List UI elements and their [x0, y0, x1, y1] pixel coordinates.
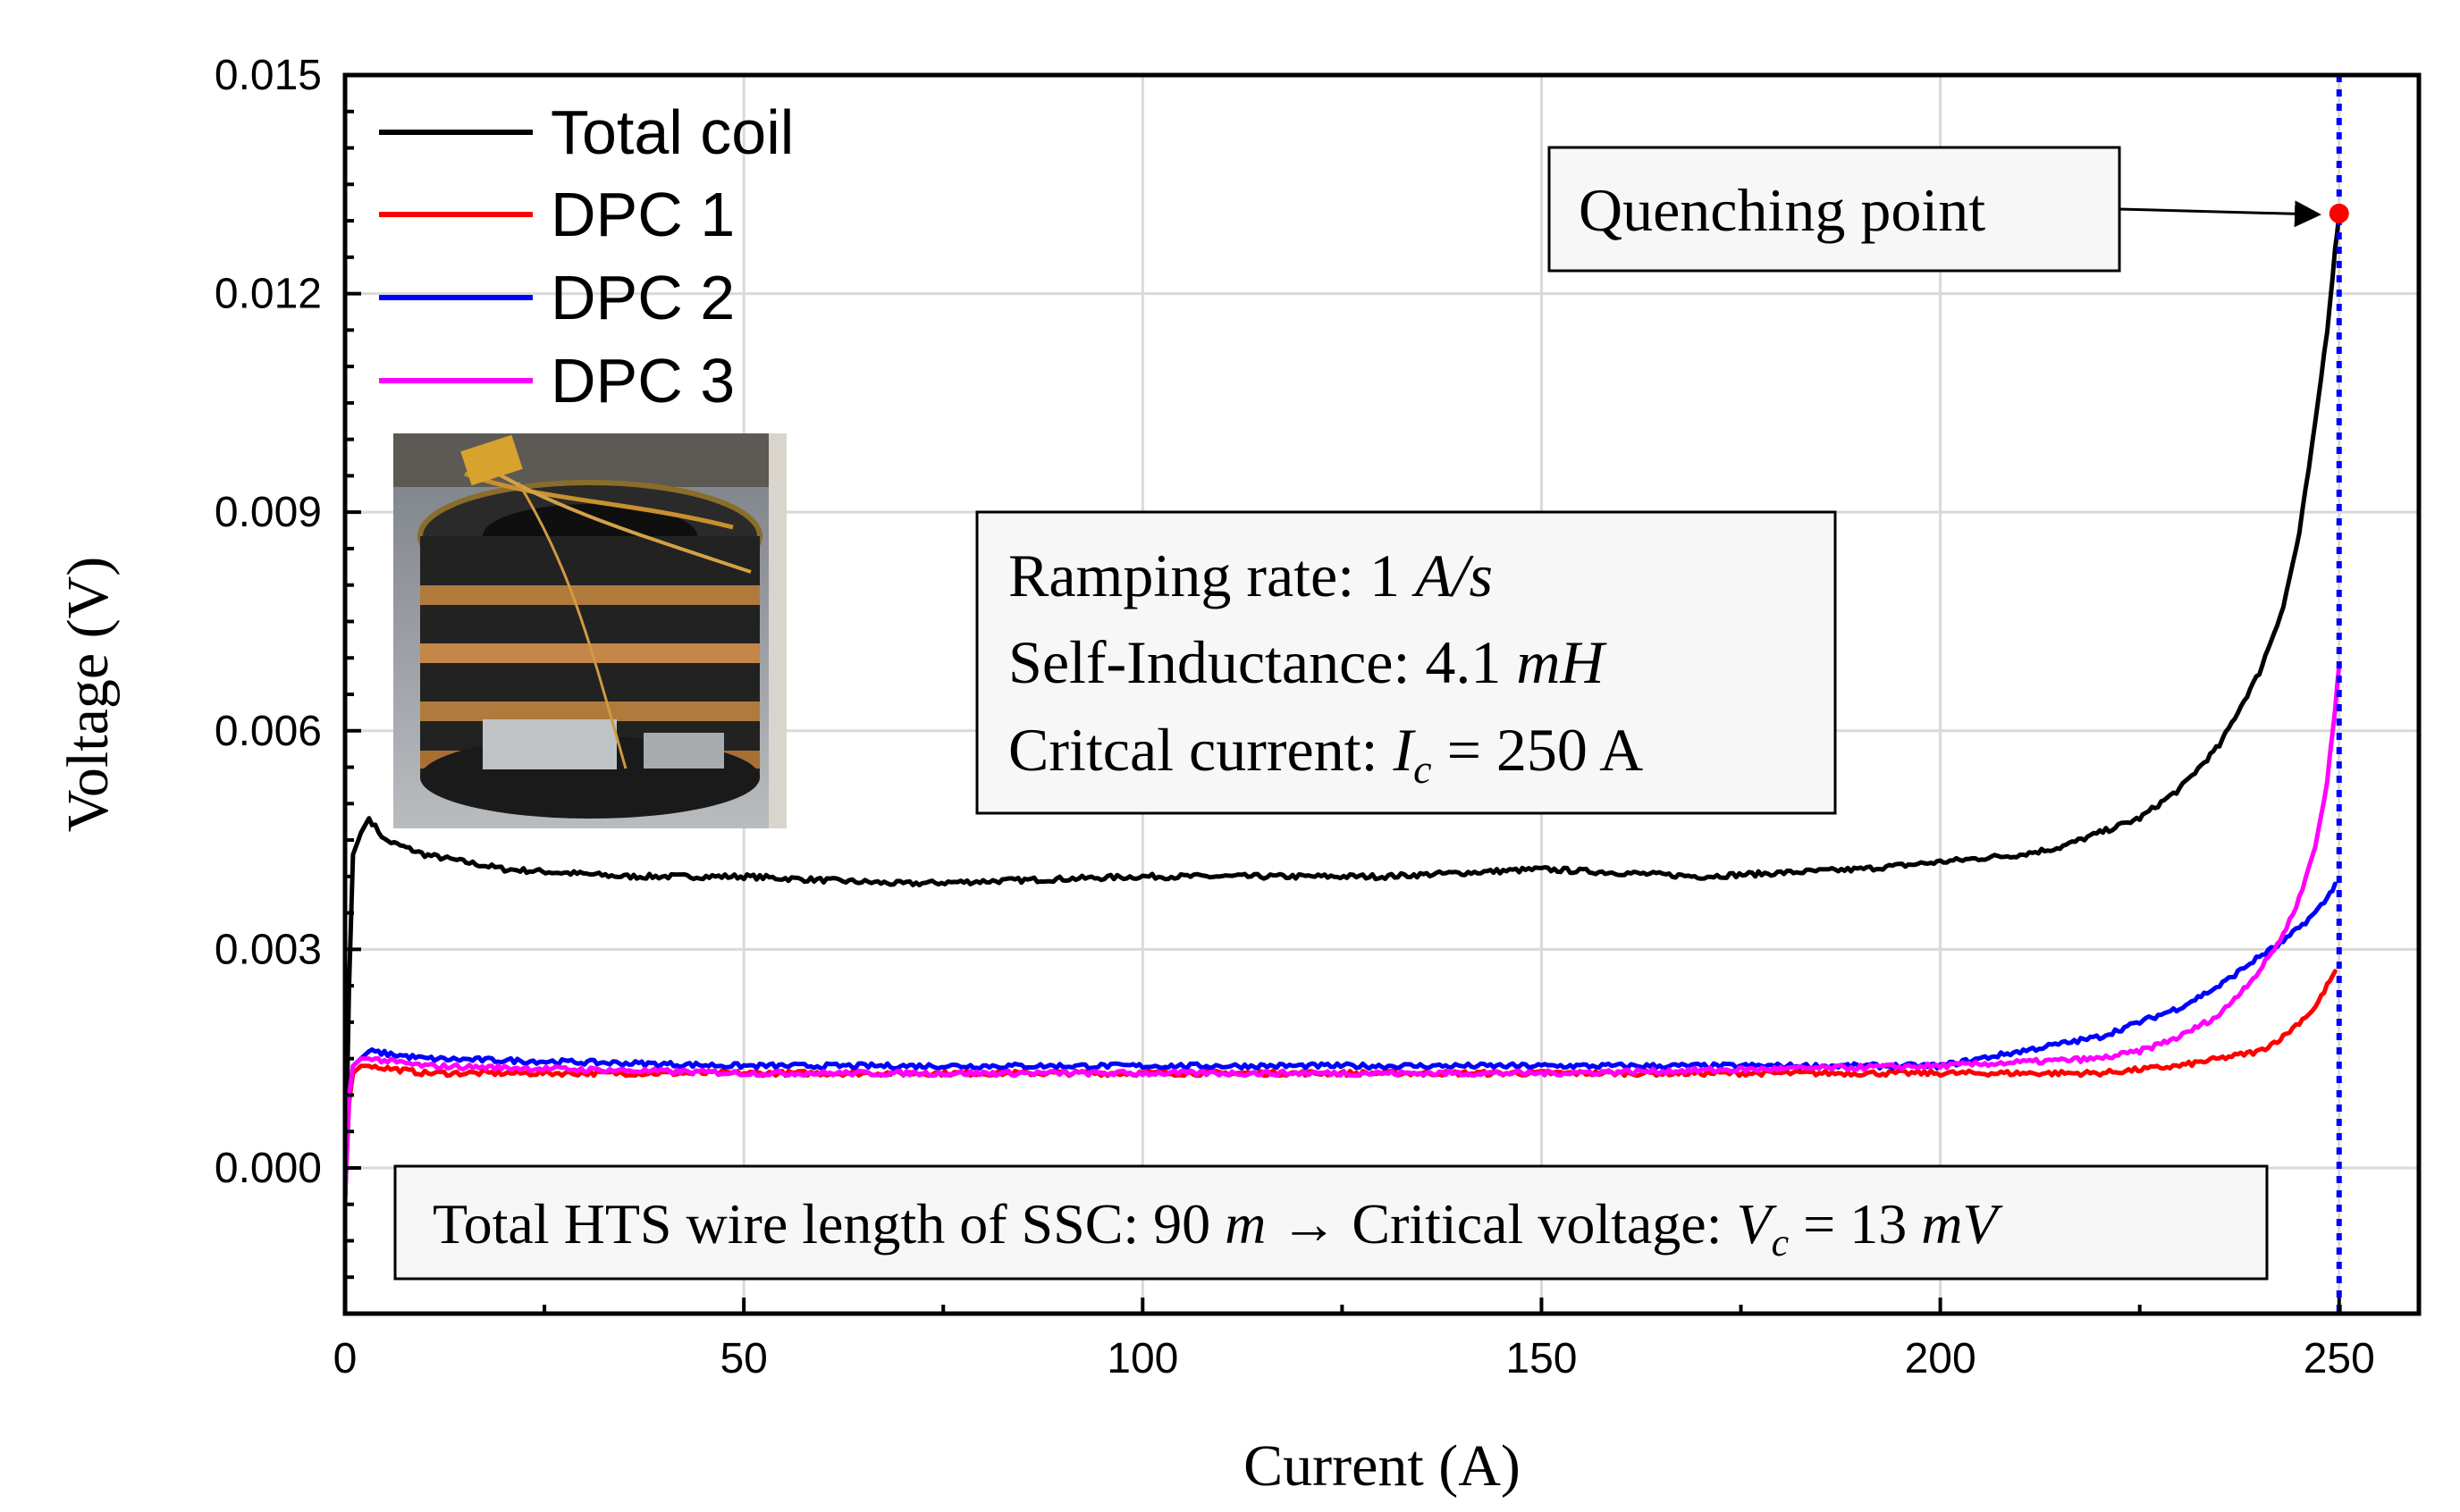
y-axis-title: Voltage (V) [55, 557, 121, 833]
quench-point-marker [2329, 203, 2349, 223]
series-line-dpc-3 [345, 662, 2342, 1200]
x-tick-label: 0 [333, 1335, 358, 1382]
x-tick-label: 150 [1505, 1335, 1577, 1382]
param-ramping-rate: Ramping rate: 1 A/s [1008, 542, 1493, 609]
inset-coil-photo [393, 433, 787, 828]
y-tick-label: 0.012 [215, 271, 322, 318]
parameters-box [975, 510, 1837, 815]
legend-label-total-coil: Total coil [551, 97, 794, 167]
series-line-total-coil [345, 211, 2342, 1207]
quench-arrow [2119, 200, 2321, 228]
param-self-inductance: Self-Inductance: 4.1 mH [1008, 628, 1607, 696]
legend: Total coil DPC 1 DPC 2 DPC 3 [379, 97, 794, 416]
axis-ticks [343, 73, 2341, 1315]
legend-label-dpc-1: DPC 1 [551, 180, 735, 249]
footer-text: Total HTS wire length of SSC: 90 m → Cri… [433, 1192, 2003, 1264]
param-critical-current: Critcal current: Ic = 250 A [1008, 716, 1643, 792]
x-tick-label: 100 [1107, 1335, 1178, 1382]
y-tick-label: 0.009 [215, 489, 322, 536]
y-tick-label: 0.015 [215, 52, 322, 99]
axis-tick-labels: 0 50 100 150 200 250 0.000 0.003 0.006 0.009 0.012… [215, 52, 2375, 1382]
quench-annotation: Quenching point [1547, 146, 2321, 273]
footer-annotation: Total HTS wire length of SSC: 90 m → Cri… [393, 1164, 2269, 1281]
quench-label-box [1547, 146, 2121, 273]
series-line-dpc-2 [345, 881, 2338, 1200]
y-tick-label: 0.006 [215, 708, 322, 755]
series-layer [345, 211, 2342, 1207]
y-tick-label: 0.000 [215, 1145, 322, 1192]
y-tick-label: 0.003 [215, 926, 322, 973]
legend-label-dpc-3: DPC 3 [551, 346, 735, 416]
x-axis-title: Current (A) [1243, 1433, 1521, 1499]
x-tick-label: 50 [720, 1335, 767, 1382]
parameters-annotation: Ramping rate: 1 A/s Self-Inductance: 4.1… [975, 510, 1837, 815]
x-tick-label: 200 [1905, 1335, 1976, 1382]
x-tick-label: 250 [2304, 1335, 2375, 1382]
series-line-dpc-1 [345, 969, 2338, 1200]
quench-label: Quenching point [1579, 176, 1985, 244]
legend-label-dpc-2: DPC 2 [551, 263, 735, 332]
footer-box [393, 1164, 2269, 1281]
